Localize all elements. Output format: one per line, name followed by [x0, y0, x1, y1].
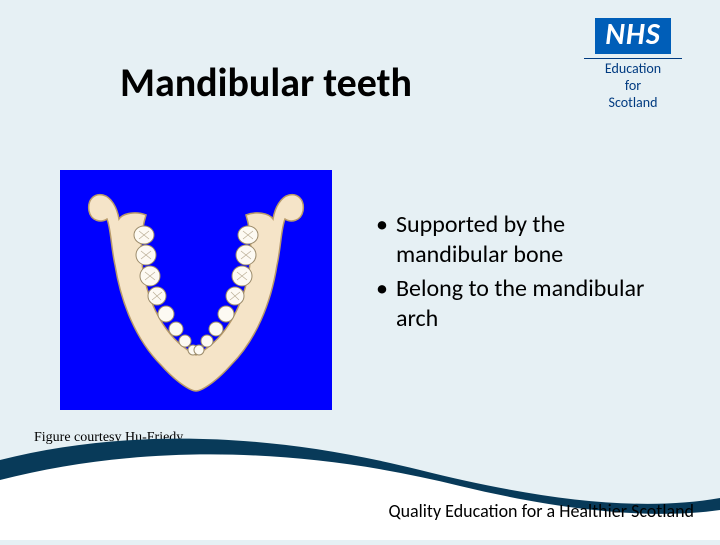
bullet-1: Supported by the mandibular bone	[372, 210, 682, 270]
logo-sub-2: for	[578, 78, 688, 95]
mandible-figure	[60, 170, 332, 410]
logo-sub-3: Scotland	[578, 95, 688, 112]
nhs-logo: NHS Education for Scotland	[578, 18, 688, 111]
logo-sub-1: Education	[578, 61, 688, 78]
figure-credit: Figure courtesy Hu-Friedy	[34, 430, 183, 446]
slide-title: Mandibular teeth	[120, 58, 412, 107]
mandible-svg	[81, 185, 311, 395]
mandible-illustration	[81, 185, 311, 395]
bullet-list: Supported by the mandibular bone Belong …	[372, 210, 682, 338]
logo-divider	[584, 58, 682, 59]
nhs-logo-box-wrap: NHS	[578, 18, 688, 54]
bullet-2: Belong to the mandibular arch	[372, 274, 682, 334]
nhs-logo-text: NHS	[595, 18, 671, 54]
footer-tagline: Quality Education for a Healthier Scotla…	[388, 500, 694, 522]
